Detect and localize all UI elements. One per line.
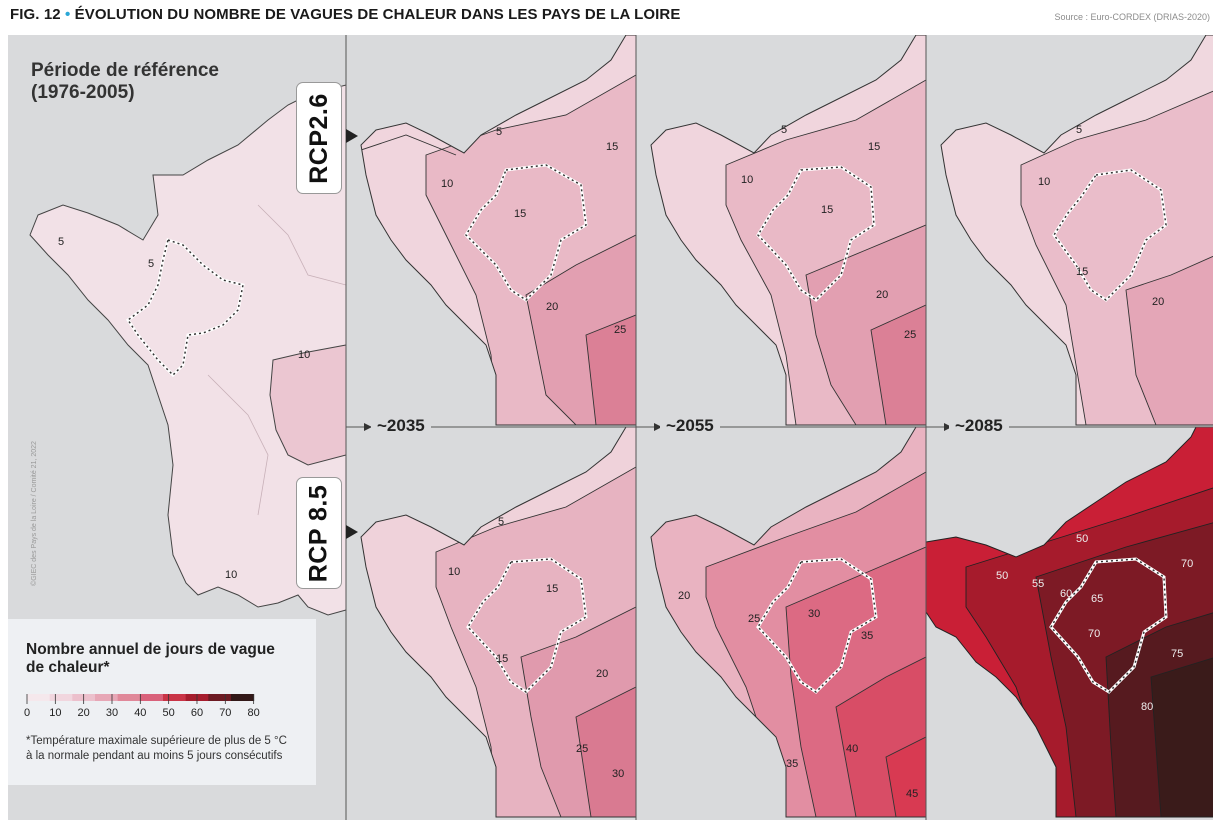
contour-label: 20 xyxy=(678,590,690,602)
contour-label: 50 xyxy=(1076,533,1088,545)
reference-period-title: Période de référence (1976-2005) xyxy=(31,60,219,104)
maps-svg: 5 5 10 10 5 10 15 15 20 25 xyxy=(29,35,1213,820)
contour-label: 15 xyxy=(1076,266,1088,278)
contour-label: 45 xyxy=(906,788,918,800)
legend-panel: Nombre annuel de jours de vague de chale… xyxy=(8,619,316,785)
legend-swatch xyxy=(27,694,51,701)
panel-rcp26-2035: 5 10 15 15 20 25 xyxy=(360,35,637,426)
credit-text: ©GIEC des Pays de la Loire / Comité 21, … xyxy=(30,441,38,586)
contour-label: 20 xyxy=(596,668,608,680)
legend-footnote: *Température maximale supérieure de plus… xyxy=(26,734,316,764)
contour-label: 35 xyxy=(786,758,798,770)
legend-tick-label: 0 xyxy=(24,707,30,719)
contour-label: 50 xyxy=(996,570,1008,582)
source-note: Source : Euro-CORDEX (DRIAS-2020) xyxy=(1054,12,1210,22)
contour-label: 5 xyxy=(498,516,504,528)
legend-title-line: Nombre annuel de jours de vague xyxy=(26,641,275,658)
period-label-2035: ~2035 xyxy=(371,416,431,436)
panel-rcp85-2035: 5 10 15 15 20 25 30 xyxy=(360,426,637,818)
contour-label: 10 xyxy=(741,174,753,186)
contour-label: 15 xyxy=(606,141,618,153)
legend-footnote-line: *Température maximale supérieure de plus… xyxy=(26,735,287,747)
legend-tick-label: 30 xyxy=(106,707,118,719)
ref-contour-label: 5 xyxy=(58,236,64,248)
legend-tick-label: 60 xyxy=(191,707,203,719)
figure-title-text: ÉVOLUTION DU NOMBRE DE VAGUES DE CHALEUR… xyxy=(74,6,681,23)
contour-label: 30 xyxy=(612,768,624,780)
triangle-pointer-icon xyxy=(346,525,358,539)
map-canvas: 5 5 10 10 5 10 15 15 20 25 xyxy=(8,35,1213,820)
period-label-2055: ~2055 xyxy=(660,416,720,436)
contour-label: 10 xyxy=(441,178,453,190)
scenario-tag-rcp85: RCP 8.5 xyxy=(296,477,342,589)
legend-swatch xyxy=(94,694,119,701)
contour-label: 25 xyxy=(904,329,916,341)
panel-rcp85-2085: 50 50 55 60 65 70 70 75 80 xyxy=(925,426,1213,818)
scenario-label: RCP 8.5 xyxy=(304,484,333,582)
contour-label: 20 xyxy=(876,289,888,301)
arrow-right-icon xyxy=(654,423,662,431)
reference-title-line: Période de référence xyxy=(31,60,219,81)
legend-title-line: de chaleur* xyxy=(26,659,110,676)
panel-rcp85-2055: 20 25 30 35 35 40 45 xyxy=(650,426,927,818)
contour-label: 5 xyxy=(1076,124,1082,136)
contour-label: 20 xyxy=(1152,296,1164,308)
contour-label: 30 xyxy=(808,608,820,620)
legend-swatch xyxy=(49,694,73,701)
legend-title: Nombre annuel de jours de vague de chale… xyxy=(26,641,306,677)
contour-label: 15 xyxy=(496,653,508,665)
reference-title-years: (1976-2005) xyxy=(31,82,135,103)
scenario-label: RCP2.6 xyxy=(304,92,333,184)
title-bullet-icon: • xyxy=(65,6,71,23)
panel-rcp26-2055: 5 10 15 15 20 25 xyxy=(650,35,927,426)
legend-swatch xyxy=(140,694,164,701)
reference-map: 5 5 10 10 xyxy=(29,84,347,616)
figure-number: FIG. 12 xyxy=(10,6,61,23)
legend-swatch xyxy=(230,694,255,701)
contour-label: 15 xyxy=(546,583,558,595)
contour-label: 25 xyxy=(748,613,760,625)
arrow-right-icon xyxy=(944,423,952,431)
contour-label: 70 xyxy=(1088,628,1100,640)
contour-label: 60 xyxy=(1060,588,1072,600)
contour-label: 25 xyxy=(576,743,588,755)
contour-label: 65 xyxy=(1091,593,1103,605)
legend-tick-label: 20 xyxy=(78,707,90,719)
contour-label: 15 xyxy=(821,204,833,216)
legend-tick-label: 70 xyxy=(219,707,231,719)
contour-label: 10 xyxy=(1038,176,1050,188)
contour-label: 10 xyxy=(448,566,460,578)
contour-label: 75 xyxy=(1171,648,1183,660)
contour-label: 25 xyxy=(614,324,626,336)
legend-swatch xyxy=(162,694,187,701)
triangle-pointer-icon xyxy=(346,129,358,143)
legend-color-scale: 0 10 20 30 40 50 60 70 80 xyxy=(24,694,260,719)
arrow-right-icon xyxy=(364,423,372,431)
legend-swatch xyxy=(208,694,232,701)
scenario-tag-rcp26: RCP2.6 xyxy=(296,82,342,194)
contour-label: 5 xyxy=(781,124,787,136)
legend-swatch xyxy=(117,694,141,701)
legend-tick-label: 80 xyxy=(248,707,260,719)
contour-label: 55 xyxy=(1032,578,1044,590)
contour-label: 15 xyxy=(868,141,880,153)
contour-label: 40 xyxy=(846,743,858,755)
legend-tick-label: 10 xyxy=(49,707,61,719)
ref-contour-label: 10 xyxy=(225,569,237,581)
legend-tick-label: 40 xyxy=(134,707,146,719)
contour-label: 70 xyxy=(1181,558,1193,570)
contour-label: 20 xyxy=(546,301,558,313)
legend-tick-label: 50 xyxy=(163,707,175,719)
legend-footnote-line: à la normale pendant au moins 5 jours co… xyxy=(26,750,283,762)
period-label-2085: ~2085 xyxy=(949,416,1009,436)
figure-title: FIG. 12 • ÉVOLUTION DU NOMBRE DE VAGUES … xyxy=(10,6,680,23)
panel-rcp26-2085: 5 10 15 20 xyxy=(940,35,1213,426)
contour-label: 35 xyxy=(861,630,873,642)
ref-contour-label: 10 xyxy=(298,349,310,361)
ref-contour-label: 5 xyxy=(148,258,154,270)
contour-label: 15 xyxy=(514,208,526,220)
contour-label: 80 xyxy=(1141,701,1153,713)
contour-label: 5 xyxy=(496,126,502,138)
